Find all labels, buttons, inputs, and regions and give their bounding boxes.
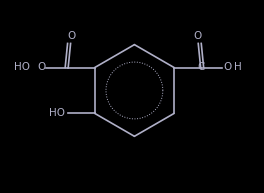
Text: O: O [193,31,201,41]
Text: O: O [37,62,45,72]
Text: HO: HO [49,108,65,118]
Text: H: H [234,62,242,72]
Text: HO: HO [13,62,30,72]
Text: O: O [224,62,232,72]
Text: C: C [197,62,205,72]
Text: O: O [68,31,76,41]
